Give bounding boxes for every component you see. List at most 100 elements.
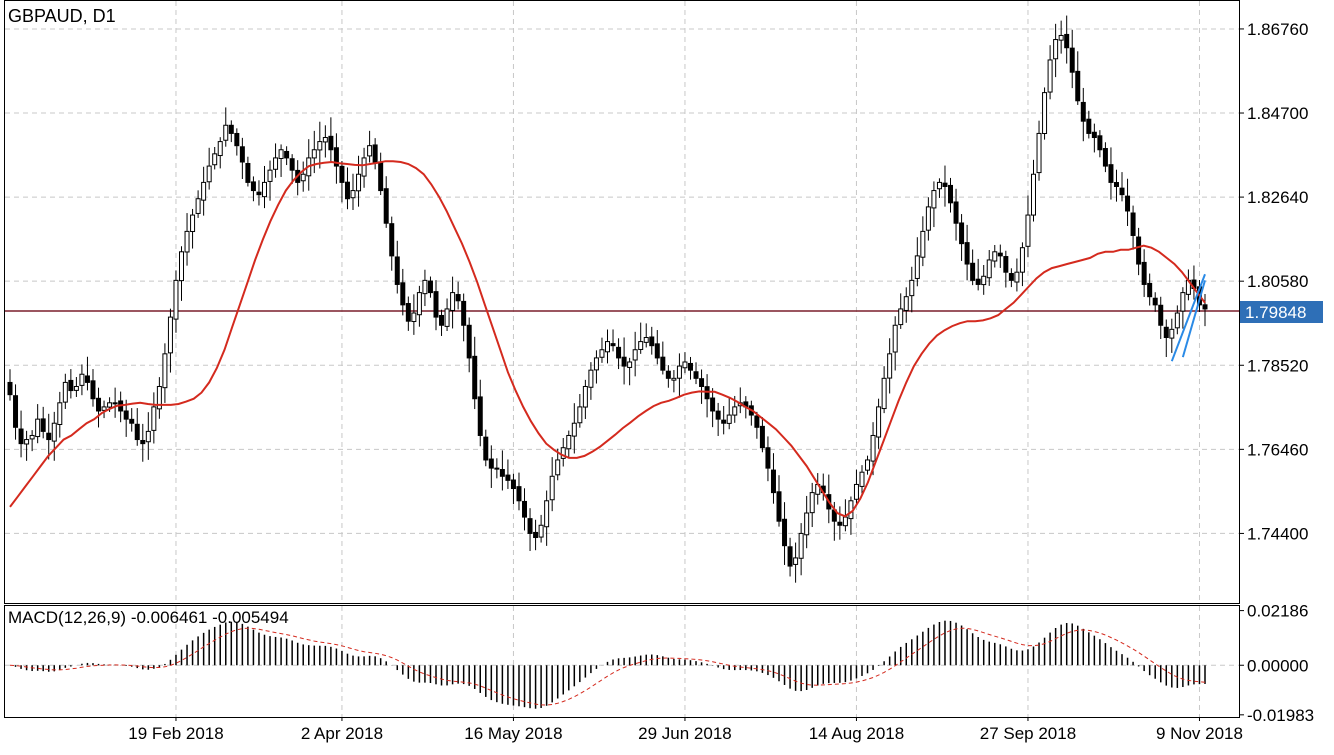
candle	[223, 107, 229, 147]
candle	[699, 369, 705, 404]
candle	[593, 350, 599, 384]
candle	[505, 459, 511, 489]
candle	[416, 285, 422, 327]
candle	[892, 316, 898, 371]
candle	[317, 121, 323, 169]
candle	[461, 293, 467, 342]
candle	[588, 362, 594, 400]
moving-average-line	[9, 160, 1206, 518]
candle	[1174, 305, 1180, 335]
candle	[804, 495, 810, 549]
candle	[605, 329, 610, 364]
candle	[1091, 123, 1097, 153]
candle	[1003, 250, 1009, 288]
candle	[1180, 287, 1186, 329]
candle	[51, 411, 57, 461]
candle	[29, 430, 35, 452]
candle	[344, 167, 350, 210]
macd-title: MACD(12,26,9) -0.006461 -0.005494	[8, 608, 289, 627]
candle	[1030, 159, 1036, 222]
candle	[798, 523, 804, 576]
candle	[151, 392, 157, 444]
candle	[682, 352, 688, 374]
candle	[62, 373, 68, 409]
candle	[40, 406, 46, 439]
macd-tick-label: -0.01983	[1247, 706, 1314, 725]
candle	[859, 465, 865, 496]
candle	[782, 502, 788, 565]
candle	[887, 338, 893, 394]
candle	[278, 144, 284, 177]
candle	[970, 249, 976, 286]
macd-panel-frame	[4, 605, 1240, 718]
candle	[1080, 87, 1086, 142]
candle	[333, 133, 339, 184]
time-tick-label: 14 Aug 2018	[809, 724, 904, 743]
candle	[367, 130, 373, 163]
candle	[538, 514, 544, 543]
time-tick-label: 19 Feb 2018	[128, 724, 223, 743]
candle	[948, 177, 954, 213]
candle	[964, 224, 970, 281]
candle	[599, 337, 605, 363]
price-tick-label: 1.76460	[1247, 440, 1308, 459]
candle	[865, 455, 871, 475]
candle	[649, 326, 655, 355]
price-tick-label: 1.86760	[1247, 20, 1308, 39]
macd-tick-label: 0.02186	[1247, 602, 1308, 621]
candle	[405, 296, 411, 331]
candle	[206, 147, 212, 190]
candle	[510, 473, 516, 505]
candle	[145, 412, 151, 460]
candle	[488, 445, 494, 488]
candle	[975, 258, 981, 291]
candle	[660, 341, 666, 375]
candle	[610, 329, 616, 352]
candle	[516, 472, 522, 511]
candle	[953, 188, 959, 241]
candle	[195, 190, 201, 218]
candle	[129, 408, 135, 432]
candle	[1042, 87, 1048, 140]
candle	[1169, 318, 1175, 353]
candle	[815, 473, 821, 505]
candle	[433, 280, 439, 331]
time-tick-label: 27 Sep 2018	[980, 724, 1076, 743]
candle	[1113, 169, 1119, 202]
candle	[881, 366, 887, 414]
candle	[35, 404, 41, 444]
candle	[439, 309, 445, 336]
candle	[494, 458, 500, 479]
candle	[289, 154, 295, 185]
candle	[1014, 258, 1020, 292]
candle	[79, 364, 85, 396]
candle	[549, 457, 555, 512]
candle	[477, 379, 483, 447]
candle	[687, 356, 693, 380]
time-tick-label: 29 Jun 2018	[638, 724, 732, 743]
candle	[1108, 147, 1114, 200]
candle	[1086, 110, 1092, 139]
candle	[284, 146, 290, 166]
candle	[1119, 172, 1125, 202]
candle	[759, 417, 765, 453]
candle	[925, 197, 931, 241]
price-tick-label: 1.84700	[1247, 104, 1308, 123]
candle	[184, 213, 190, 266]
candle	[7, 369, 13, 401]
candle	[986, 249, 992, 286]
candle	[1163, 319, 1169, 358]
macd-layer	[9, 620, 1206, 709]
candle	[267, 160, 273, 201]
candle	[350, 173, 356, 210]
candle	[1064, 15, 1070, 64]
candle	[616, 338, 622, 370]
current-price-badge	[1240, 301, 1323, 323]
candle	[361, 147, 367, 188]
candle	[234, 128, 240, 156]
candle	[1075, 51, 1081, 105]
candle	[73, 377, 79, 397]
candle	[710, 388, 716, 428]
trend-line	[1170, 273, 1206, 362]
candle	[566, 430, 572, 459]
